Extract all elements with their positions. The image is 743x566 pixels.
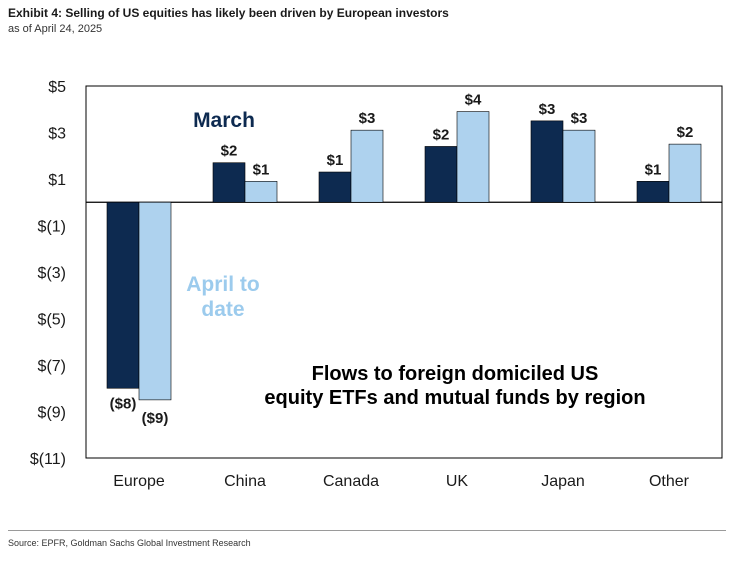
- data-label: ($8): [110, 395, 137, 412]
- x-tick-label: Japan: [541, 473, 585, 490]
- bar: [424, 146, 458, 203]
- exhibit-title: Exhibit 4: Selling of US equities has li…: [8, 6, 449, 20]
- data-label: $4: [465, 92, 482, 109]
- x-tick-label: Canada: [323, 473, 379, 490]
- x-tick-label: China: [224, 473, 266, 490]
- chart-annotation-line2: equity ETFs and mutual funds by region: [264, 387, 645, 409]
- y-tick-label: $5: [48, 79, 66, 96]
- bar: [636, 181, 670, 203]
- plot-frame: [85, 85, 723, 459]
- data-label: $1: [327, 152, 344, 169]
- data-label: $3: [571, 110, 588, 127]
- bar: [318, 171, 352, 203]
- exhibit-subtitle: as of April 24, 2025: [8, 23, 103, 35]
- x-tick-label: Europe: [113, 473, 165, 490]
- bar-chart: $5 $3 $1 $(1) $(3) $(5) $(7) $(9) $(11) ($8) ($9)…: [30, 79, 723, 490]
- data-label: $3: [359, 110, 376, 127]
- source-note: Source: EPFR, Goldman Sachs Global Inves…: [8, 538, 251, 548]
- y-tick-label: $(3): [38, 265, 66, 282]
- data-label: $1: [253, 161, 270, 178]
- data-label: $3: [539, 101, 556, 118]
- data-label: $1: [645, 161, 662, 178]
- x-tick-label: Other: [649, 473, 690, 490]
- data-label: ($9): [142, 410, 169, 427]
- data-label: $2: [677, 124, 694, 141]
- y-tick-label: $3: [48, 126, 66, 143]
- bar: [350, 129, 384, 203]
- y-tick-label: $(7): [38, 358, 66, 375]
- bar: [106, 201, 140, 389]
- bar: [138, 201, 172, 401]
- x-tick-label: UK: [446, 473, 469, 490]
- bar: [562, 129, 596, 203]
- bar: [668, 143, 702, 203]
- data-label: $2: [433, 126, 450, 143]
- y-tick-label: $(1): [38, 219, 66, 236]
- y-tick-label: $(9): [38, 405, 66, 422]
- bar: [530, 120, 564, 203]
- bar: [456, 111, 490, 203]
- data-label: $2: [221, 143, 238, 160]
- y-tick-label: $(11): [30, 451, 66, 468]
- legend-label-april-line2: date: [201, 298, 244, 321]
- legend-label-april-line1: April to: [186, 273, 260, 296]
- y-tick-label: $1: [48, 172, 66, 189]
- chart-annotation-line1: Flows to foreign domiciled US: [312, 363, 599, 385]
- legend-label-march: March: [193, 109, 255, 132]
- bar: [244, 181, 278, 203]
- footer-rule: [8, 530, 726, 531]
- bar: [212, 162, 246, 203]
- y-tick-label: $(5): [38, 312, 66, 329]
